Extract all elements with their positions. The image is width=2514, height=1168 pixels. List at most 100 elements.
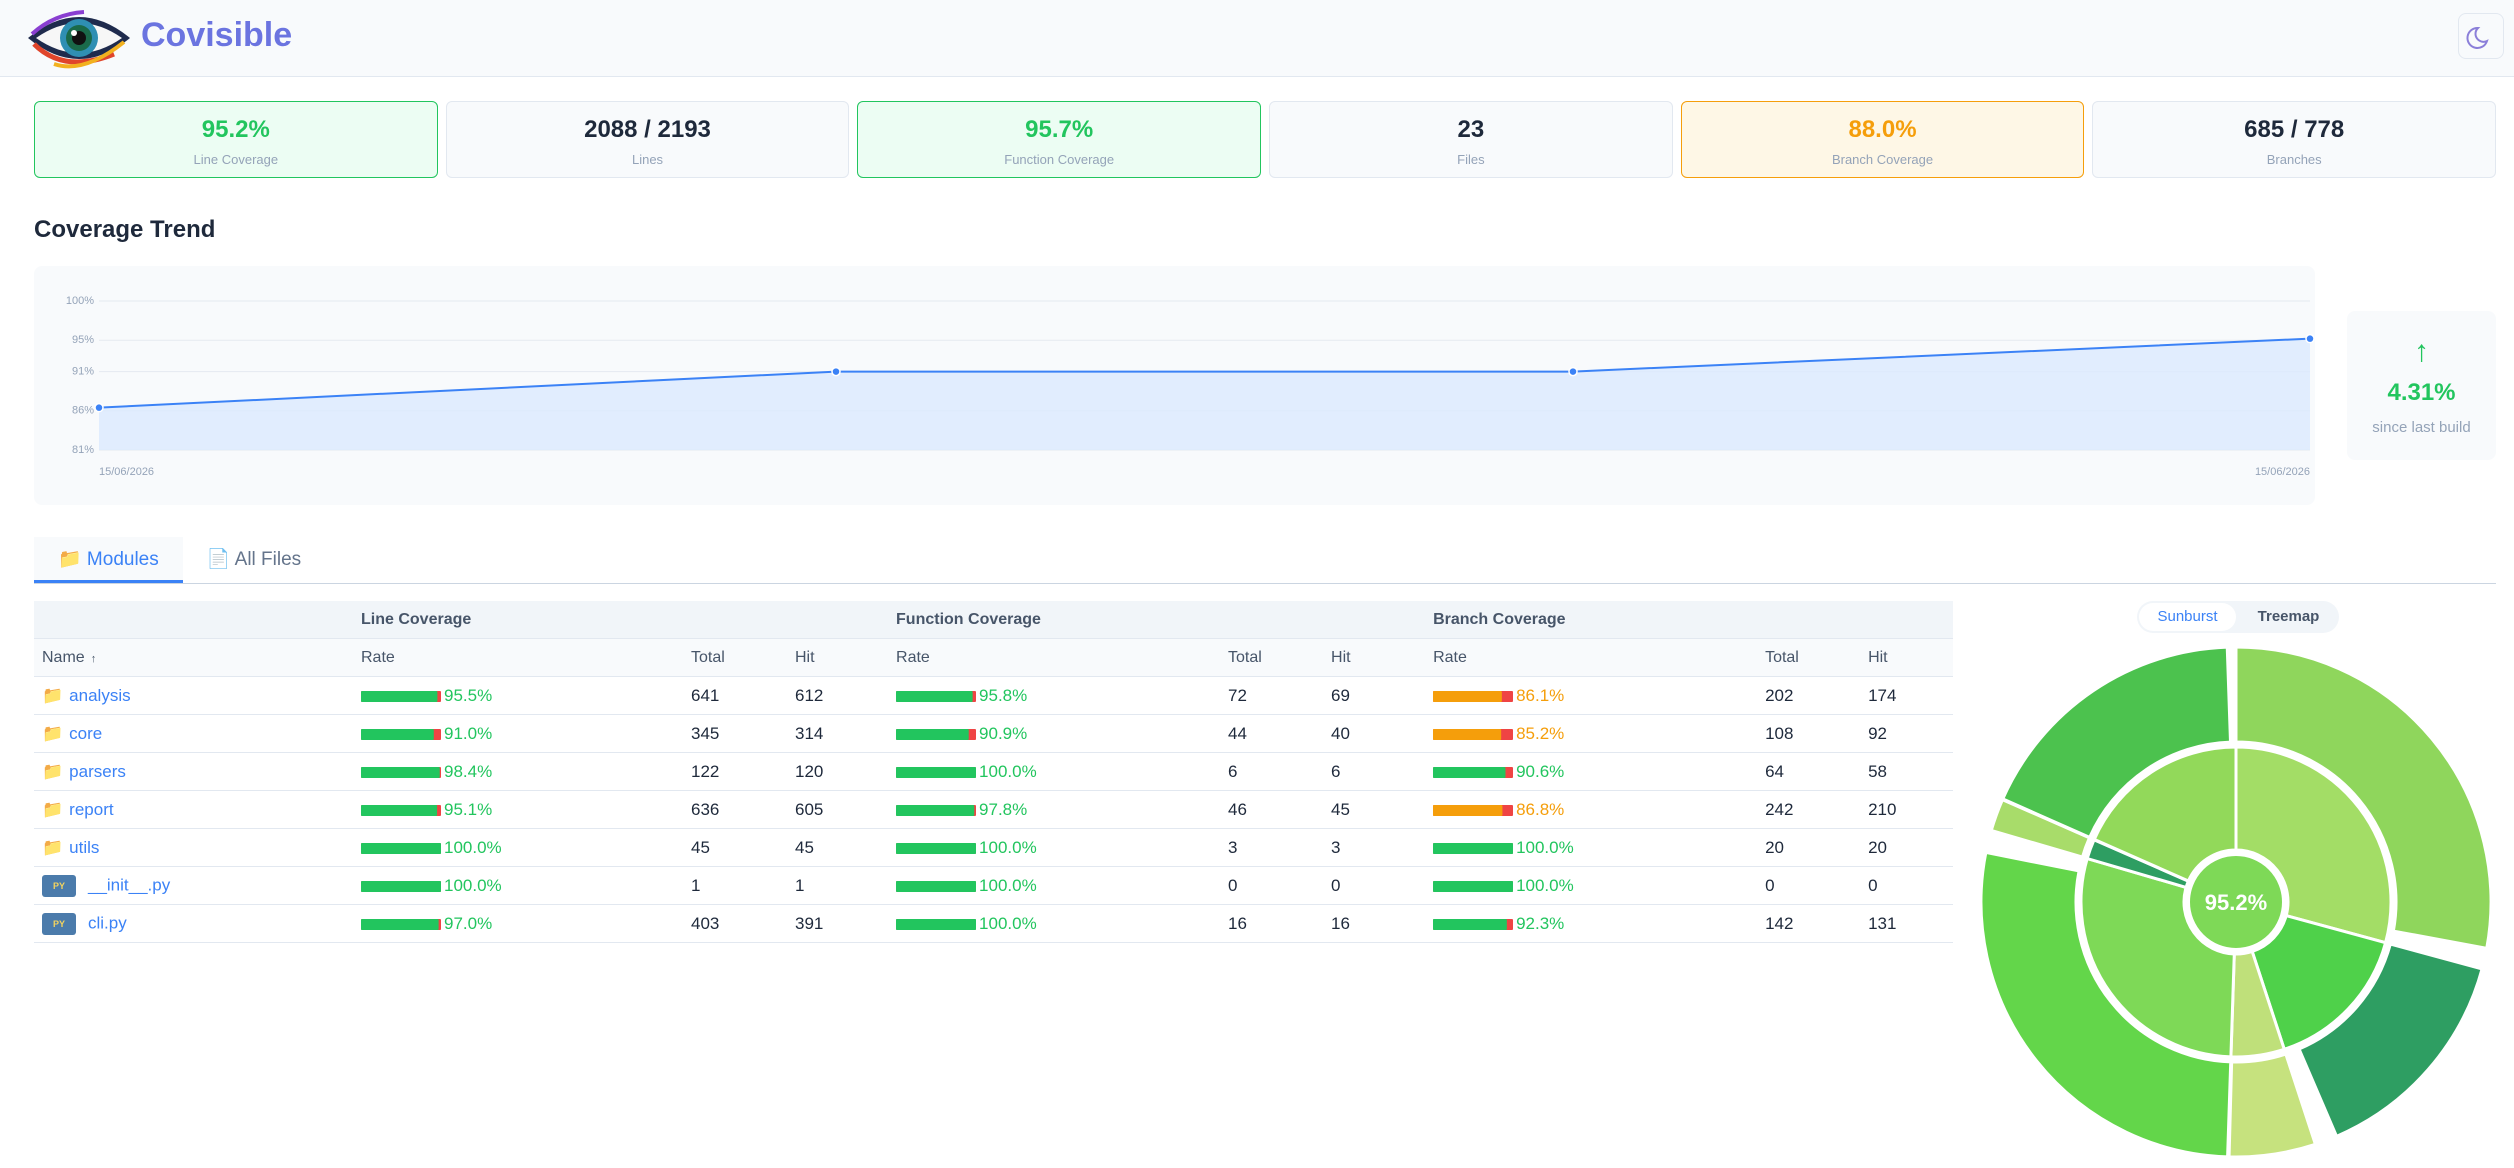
module-link[interactable]: core [69,723,103,743]
total-cell: 6 [1220,752,1324,791]
group-header: Line Coverage [353,601,889,639]
sort-arrow: ↑ [90,652,97,665]
total-cell: 636 [683,790,787,829]
sunburst-inner-segment [2250,913,2388,1052]
total-cell: 0 [1220,866,1324,905]
column-header[interactable]: Total [683,638,787,677]
folder-icon: 📁 [42,723,64,743]
rate-cell: 95.1% [353,790,683,829]
rate-bar [1433,842,1514,854]
bar-fill [1433,842,1514,854]
rate-cell: 100.0% [1425,866,1758,905]
module-link[interactable]: cli.py [88,912,127,932]
toggle-option[interactable]: Sunburst [2139,603,2236,631]
column-header[interactable]: Hit [1860,638,1954,677]
folder-icon: 📁 [42,761,64,781]
bar-fill [1433,728,1502,740]
rate-label: 100.0% [979,875,1037,895]
stat-card: 88.0% Branch Coverage [1680,101,2085,178]
rate-bar [361,880,441,892]
y-tick-label: 91% [72,365,94,377]
bar-fill [896,690,973,702]
theme-toggle[interactable] [2458,13,2504,59]
bar-fill [361,842,441,854]
table-row: 📁 parsers 98.4% 122 120 100.0% 6 6 90.6% 64 58 [34,752,1954,791]
rate-cell: 100.0% [888,904,1221,943]
bar-fill [1433,690,1502,702]
stat-card: 95.2% Line Coverage [34,101,438,178]
sunburst-center [2186,852,2286,952]
rate-cell: 97.8% [888,790,1221,829]
name-header[interactable]: Name ↑ [34,638,353,677]
column-header[interactable]: Rate [353,638,683,677]
trend-point [2305,333,2315,344]
rate-label: 95.1% [444,799,493,819]
table-row: PY __init__.py 100.0% 1 1 100.0% 0 0 100.0% 0 0 [34,866,1954,905]
hit-cell: 120 [787,752,889,791]
module-link[interactable]: utils [69,837,100,857]
sunburst-outer-segment [2297,942,2484,1139]
bar-fill [896,842,977,854]
rate-label: 100.0% [979,913,1037,933]
tab[interactable]: 📄 All Files [206,549,302,570]
rate-cell: 97.0% [353,904,683,943]
column-header[interactable]: Hit [1323,638,1426,677]
total-cell: 403 [683,904,787,943]
sunburst: 95.2% [1979,645,2493,1159]
tabs: 📁 Modules 📄 All Files [34,537,2496,584]
rate-cell: 95.8% [888,676,1221,715]
module-link[interactable]: __init__.py [88,874,171,894]
bar-fill [896,804,975,816]
rate-label: 90.6% [1516,761,1565,781]
sunburst-inner-segment [2092,745,2238,883]
toggle-option[interactable]: Treemap [2257,608,2320,625]
bar-fill [361,880,441,892]
column-header[interactable]: Total [1220,638,1324,677]
rate-cell: 100.0% [888,866,1221,905]
hit-cell: 174 [1860,676,1954,715]
rate-bar [1433,804,1514,816]
column-header[interactable]: Rate [1425,638,1758,677]
rate-bar [896,766,977,778]
name-cell: 📁 parsers [34,752,353,791]
total-cell: 1 [683,866,787,905]
stat-label: Branch Coverage [1831,152,1934,167]
table-row: 📁 report 95.1% 636 605 97.8% 46 45 86.8% 242 210 [34,790,1954,829]
stat-label: Lines [631,152,664,167]
module-link[interactable]: report [69,799,114,819]
rate-cell: 100.0% [888,752,1221,791]
hit-cell: 16 [1323,904,1426,943]
rate-label: 100.0% [1516,875,1574,895]
rate-bar [896,842,977,854]
rate-label: 91.0% [444,723,493,743]
total-cell: 20 [1757,828,1861,867]
total-cell: 64 [1757,752,1861,791]
rate-bar [1433,918,1514,930]
bar-fill [361,804,438,816]
group-header [34,601,353,639]
rate-bar [896,918,977,930]
group-header: Branch Coverage [1425,601,1954,639]
header: Covisible [0,0,2514,77]
rate-label: 100.0% [979,837,1037,857]
rate-bar [896,880,977,892]
bar-fill [896,766,977,778]
logo [28,10,130,69]
trend-chart: 81% 86% 91% 95% 100% 15/06/2026 15/06/2026 [34,266,2315,505]
column-header[interactable]: Rate [888,638,1221,677]
tab[interactable]: 📁 Modules [34,537,183,583]
column-header[interactable]: Total [1757,638,1861,677]
stat-card: 95.7% Function Coverage [857,101,1262,178]
table-row: 📁 analysis 95.5% 641 612 95.8% 72 69 86.1% 202 174 [34,676,1954,715]
total-cell: 3 [1220,828,1324,867]
total-cell: 46 [1220,790,1324,829]
rate-cell: 90.6% [1425,752,1758,791]
column-header[interactable]: Hit [787,638,889,677]
module-link[interactable]: analysis [69,685,131,705]
hit-cell: 210 [1860,790,1954,829]
trend-point [831,366,841,377]
rate-cell: 86.1% [1425,676,1758,715]
folder-icon: 📁 [42,799,64,819]
module-link[interactable]: parsers [69,761,126,781]
